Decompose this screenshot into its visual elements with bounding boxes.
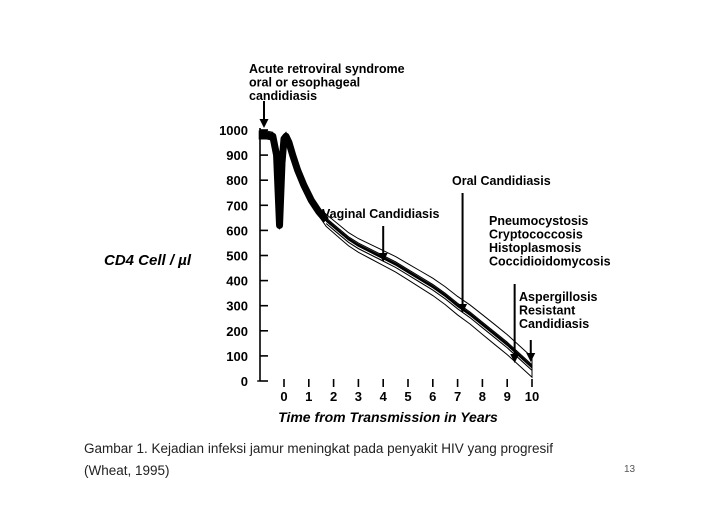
annotation-text: Pneumocystosis: [489, 214, 588, 228]
y-tick-label: 1000: [219, 123, 248, 138]
annotation-text: Histoplasmosis: [489, 241, 581, 255]
chart-ticks: 0 100 200 300 400 500 600 700 800 900 1000 0 1 2 3 4 5 6 7…: [219, 123, 539, 404]
annotation-text: Vaginal Candidiasis: [322, 207, 439, 221]
y-tick-label: 100: [226, 349, 248, 364]
annotation-text: candidiasis: [249, 89, 317, 103]
slide-number: 13: [624, 464, 636, 475]
annotation: Oral Candidiasis: [452, 174, 551, 313]
annotation-text: Coccidioidomycosis: [489, 255, 611, 269]
x-tick-label: 3: [355, 389, 362, 404]
x-tick-label: 10: [525, 389, 539, 404]
y-tick-label: 300: [226, 299, 248, 314]
x-tick-label: 2: [330, 389, 337, 404]
x-axis-label: Time from Transmission in Years: [278, 409, 498, 425]
x-tick-label: 7: [454, 389, 461, 404]
annotation-text: Aspergillosis: [519, 290, 598, 304]
annotation: Vaginal Candidiasis: [322, 207, 439, 262]
y-tick-label: 900: [226, 148, 248, 163]
annotation-arrow-head: [526, 353, 536, 362]
annotation-text: Oral Candidiasis: [452, 174, 551, 188]
cd4-band-strand: [325, 223, 533, 371]
x-tick-label: 5: [404, 389, 411, 404]
annotation-text: Resistant: [519, 304, 576, 318]
chart-axes: [257, 128, 261, 382]
y-tick-label: 400: [226, 274, 248, 289]
x-tick-label: 0: [280, 389, 287, 404]
caption-line-2: (Wheat, 1995): [84, 463, 170, 478]
x-tick-label: 9: [504, 389, 511, 404]
annotation-arrow-head: [458, 304, 468, 313]
annotation-arrow-head: [510, 354, 520, 363]
x-tick-label: 1: [305, 389, 312, 404]
cd4-band-strand: [325, 217, 533, 366]
x-tick-label: 6: [429, 389, 436, 404]
cd4-line-early: [259, 131, 329, 229]
cd4-band: [258, 130, 533, 379]
y-tick-label: 600: [226, 223, 248, 238]
y-tick-label: 200: [226, 324, 248, 339]
x-tick-label: 4: [380, 389, 388, 404]
y-tick-label: 0: [241, 374, 248, 389]
annotation-arrow-head: [378, 253, 388, 262]
y-tick-label: 700: [226, 198, 248, 213]
annotation: PneumocystosisCryptococcosisHistoplasmos…: [489, 214, 611, 363]
cd4-line: [259, 134, 533, 368]
x-tick-label: 8: [479, 389, 486, 404]
y-axis-label: CD4 Cell / µl: [104, 252, 192, 269]
annotation-text: oral or esophageal: [249, 76, 360, 90]
annotation-text: Candidiasis: [519, 317, 589, 331]
caption-line-1: Gambar 1. Kejadian infeksi jamur meningk…: [84, 441, 553, 456]
annotation-text: Acute retroviral syndrome: [249, 62, 405, 76]
y-tick-label: 800: [226, 173, 248, 188]
y-tick-label: 500: [226, 249, 248, 264]
annotation-text: Cryptococcosis: [489, 228, 583, 242]
annotation-arrow-head: [259, 119, 269, 128]
